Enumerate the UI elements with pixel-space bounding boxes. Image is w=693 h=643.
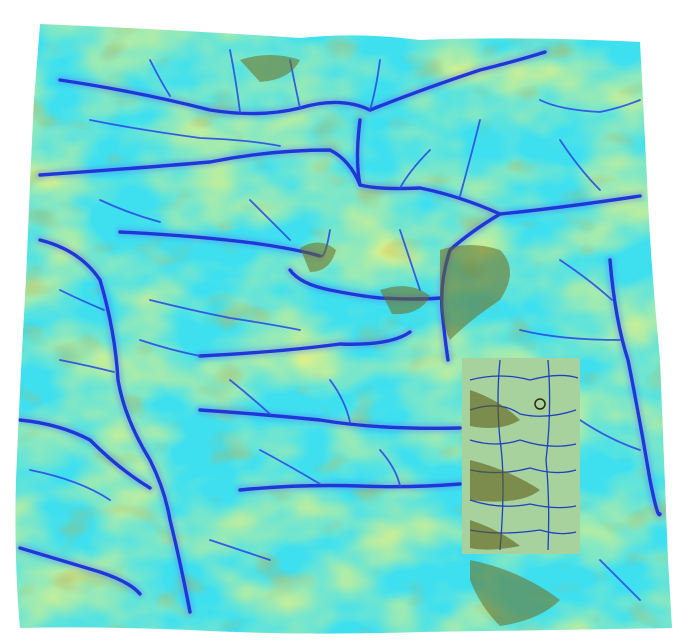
- bottom-west-channel: [18, 546, 142, 596]
- west-trunk-channel: [38, 238, 192, 614]
- southwest-channel: [18, 418, 152, 490]
- south-channel: [238, 482, 462, 492]
- upper-west-channel: [38, 148, 362, 187]
- tributaries: [29, 49, 641, 601]
- shadow-folds: [240, 55, 560, 626]
- northeast-channel: [368, 50, 547, 112]
- inset-patch: [462, 358, 580, 554]
- north-channel: [58, 78, 372, 116]
- far-east-channel: [608, 258, 662, 517]
- inset-pit: [534, 398, 546, 410]
- inset-tint: [462, 358, 580, 554]
- inset-shadows: [470, 390, 540, 550]
- center-channel: [198, 330, 412, 358]
- lower-center-channel: [198, 408, 462, 431]
- east-trunk-channel: [355, 118, 642, 216]
